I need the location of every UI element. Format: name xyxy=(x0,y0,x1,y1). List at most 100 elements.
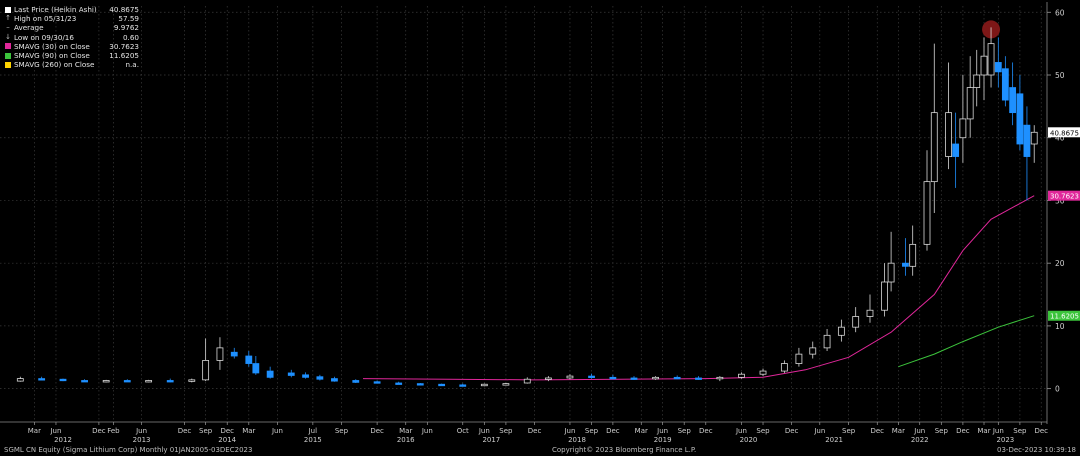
candle-body xyxy=(887,262,895,283)
x-month-label: Dec xyxy=(956,427,970,435)
candle-body xyxy=(59,378,67,382)
x-month-label: Dec xyxy=(178,427,192,435)
x-month-label: Mar xyxy=(242,427,255,435)
x-year-label: 2012 xyxy=(54,436,72,444)
legend-item: SMAVG (90) on Close 11.6205 xyxy=(5,51,139,60)
candle-body xyxy=(630,377,638,380)
chart-footer: SGML CN Equity (Sigma Lithium Corp) Mont… xyxy=(0,445,1080,456)
candle-body xyxy=(438,383,446,387)
x-year-label: 2013 xyxy=(133,436,151,444)
candle-body xyxy=(16,378,24,382)
value-label-bg xyxy=(1048,190,1080,201)
value-label: 11.6205 xyxy=(1050,313,1079,321)
x-year-label: 2021 xyxy=(825,436,843,444)
legend-label: Low on 09/30/16 xyxy=(14,32,74,42)
candle-body xyxy=(652,376,659,380)
legend-label: High on 05/31/23 xyxy=(14,14,77,24)
value-label-bg xyxy=(1048,127,1080,138)
candle-body xyxy=(566,375,574,379)
x-month-label: Mar xyxy=(635,427,648,435)
candle-body xyxy=(38,378,46,381)
legend-value: 57.59 xyxy=(118,14,139,24)
x-year-label: 2014 xyxy=(218,436,236,444)
x-month-label: Jun xyxy=(735,427,747,435)
x-year-label: 2016 xyxy=(397,436,415,444)
candle-body xyxy=(502,383,510,386)
candle-body xyxy=(188,379,196,382)
legend-value: n.a. xyxy=(125,60,139,70)
candle-body xyxy=(1023,124,1031,157)
square-yellow-icon xyxy=(5,61,11,68)
candle-body xyxy=(266,370,274,378)
arrow-up-icon: ↑ xyxy=(5,14,11,23)
candle-body xyxy=(252,363,260,374)
value-label: 30.7623 xyxy=(1050,193,1079,201)
x-month-label: Jun xyxy=(656,427,668,435)
candle-body xyxy=(1001,68,1009,101)
y-tick-label: 30 xyxy=(1055,196,1065,205)
x-year-label: 2017 xyxy=(482,436,500,444)
x-year-label: 2015 xyxy=(304,436,322,444)
candle-body xyxy=(316,376,324,380)
x-year-label: 2023 xyxy=(996,436,1014,444)
candle-body xyxy=(166,380,174,383)
candle-body xyxy=(795,353,803,364)
x-month-label: Sep xyxy=(499,427,513,435)
dash-dot-icon: – xyxy=(6,23,10,32)
candle-body xyxy=(216,347,224,361)
candle-body xyxy=(902,262,909,267)
x-month-label: Dec xyxy=(785,427,799,435)
candle-body xyxy=(923,181,931,245)
x-year-label: 2019 xyxy=(654,436,672,444)
legend-label: SMAVG (90) on Close xyxy=(14,51,90,61)
candle-body xyxy=(145,380,153,383)
candle-body xyxy=(1009,87,1017,114)
x-month-label: Sep xyxy=(678,427,692,435)
x-month-label: Mar xyxy=(977,427,990,435)
square-magenta-icon xyxy=(5,43,11,50)
x-month-label: Jun xyxy=(563,427,575,435)
candle-body xyxy=(987,43,995,76)
timestamp: 03-Dec-2023 10:39:18 xyxy=(997,446,1076,454)
legend-item: SMAVG (30) on Close 30.7623 xyxy=(5,42,139,51)
x-month-label: Sep xyxy=(756,427,770,435)
y-tick-label: 50 xyxy=(1055,71,1065,80)
square-white-icon xyxy=(5,6,11,13)
x-month-label: Sep xyxy=(842,427,856,435)
x-month-label: Dec xyxy=(92,427,106,435)
y-tick-label: 10 xyxy=(1055,322,1065,331)
legend-label: SMAVG (260) on Close xyxy=(14,60,95,70)
x-month-label: Dec xyxy=(528,427,542,435)
candle-body xyxy=(716,376,724,380)
candle-body xyxy=(1016,93,1024,145)
x-month-label: Feb xyxy=(107,427,120,435)
candle-body xyxy=(373,381,381,384)
candle-body xyxy=(809,347,817,355)
arrow-down-icon: ↓ xyxy=(5,32,11,41)
candle-body xyxy=(416,383,424,386)
candle-body xyxy=(81,380,88,383)
x-month-label: Jun xyxy=(992,427,1004,435)
x-month-label: Jun xyxy=(813,427,825,435)
x-month-label: Dec xyxy=(870,427,884,435)
candle-body xyxy=(780,363,788,372)
x-month-label: Dec xyxy=(606,427,620,435)
candle-body xyxy=(852,316,860,328)
candle-body xyxy=(945,112,952,157)
x-year-label: 2022 xyxy=(911,436,929,444)
x-month-label: Jul xyxy=(308,427,318,435)
candle-body xyxy=(123,380,131,383)
x-month-label: Jun xyxy=(421,427,433,435)
candle-body xyxy=(695,377,702,380)
x-year-label: 2018 xyxy=(568,436,586,444)
candle-body xyxy=(966,87,974,120)
candle-body xyxy=(523,378,531,384)
legend-value: 30.7623 xyxy=(109,41,139,51)
candle-body xyxy=(980,55,988,76)
chart-legend: Last Price (Heikin Ashi) 40.8675 ↑ High on … xyxy=(5,5,139,69)
security-description: SGML CN Equity (Sigma Lithium Corp) Mont… xyxy=(4,446,253,454)
series-line xyxy=(898,315,1035,368)
y-tick-label: 60 xyxy=(1055,8,1065,17)
candle-body xyxy=(331,378,338,382)
